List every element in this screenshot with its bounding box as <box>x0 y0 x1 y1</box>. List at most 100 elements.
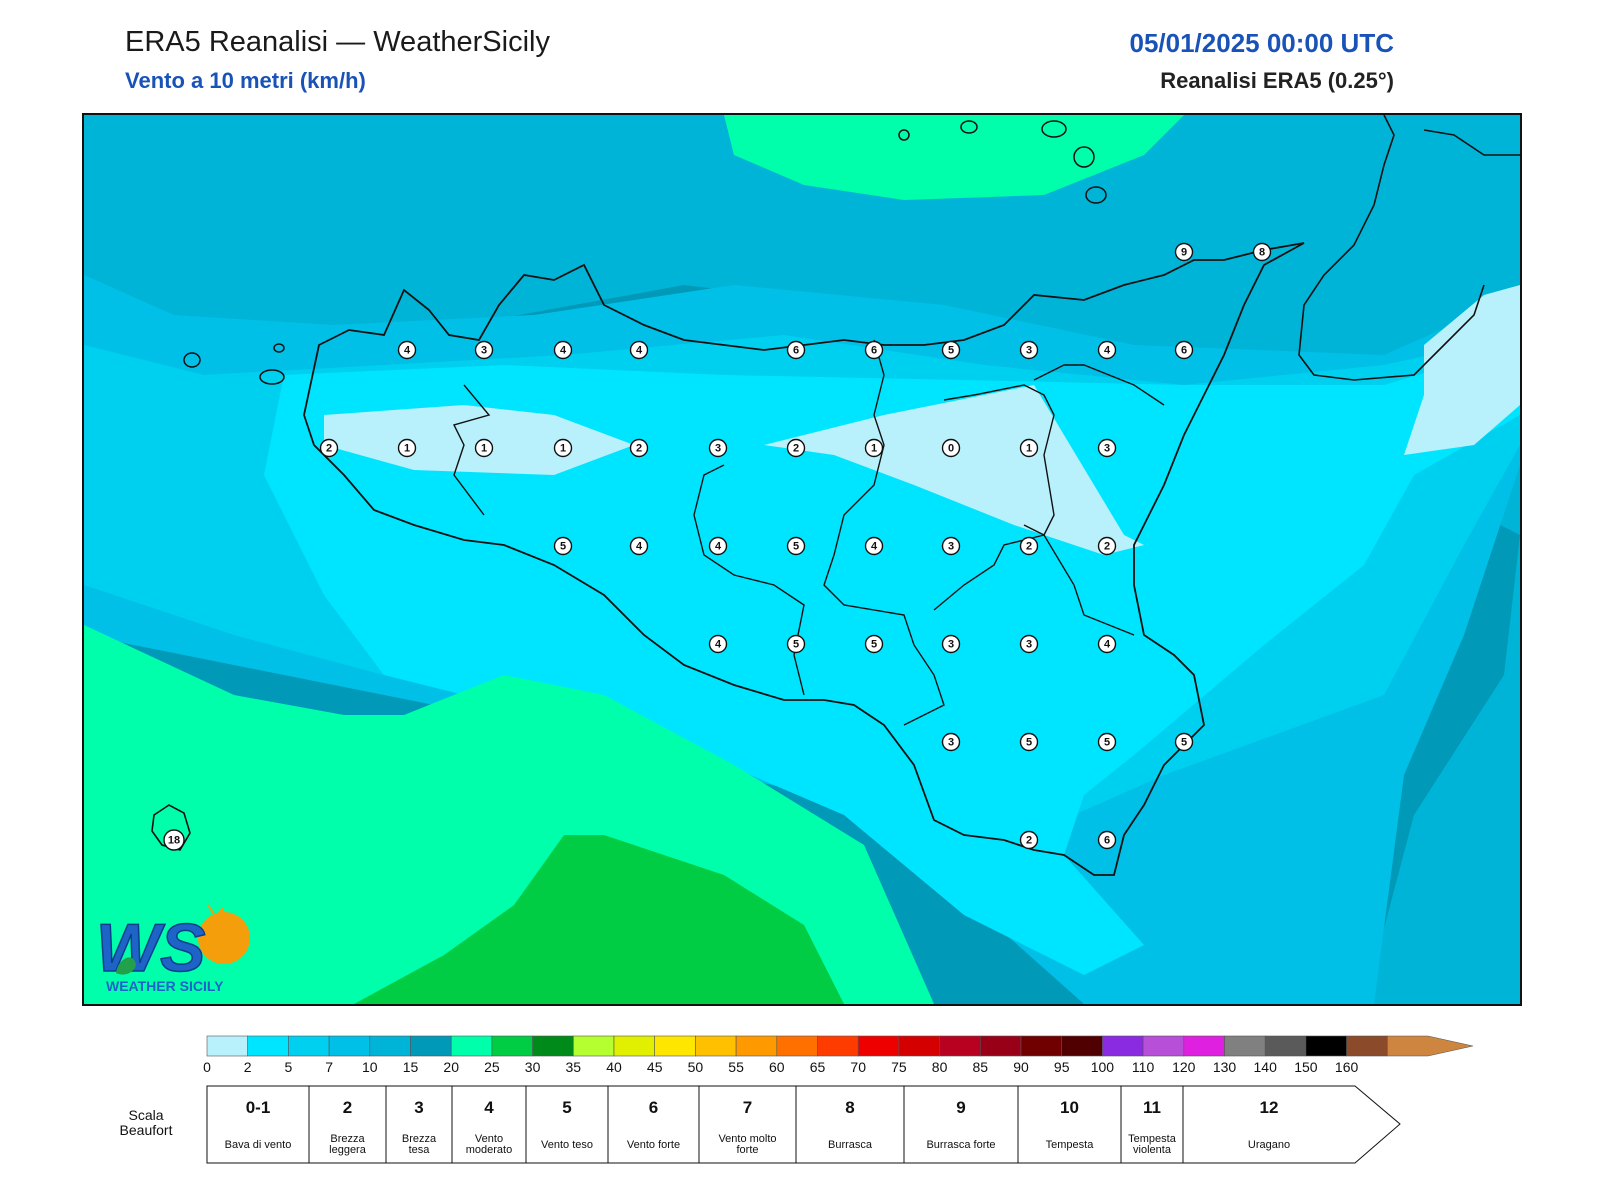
beaufort-number: 12 <box>1260 1098 1279 1117</box>
wind-value-marker: 6 <box>1174 340 1194 360</box>
colorbar-tick-label: 2 <box>244 1059 252 1075</box>
valid-datetime: 05/01/2025 00:00 UTC <box>1129 28 1394 58</box>
wind-value-label: 6 <box>871 345 877 357</box>
beaufort-level: 8 Burrasca <box>795 1085 905 1164</box>
wind-value-marker: 4 <box>708 536 728 556</box>
marker-circle <box>629 340 649 360</box>
wind-value-marker: 2 <box>629 438 649 458</box>
beaufort-level: 5 Vento teso <box>525 1085 609 1164</box>
colorbar-cell <box>206 1035 249 1057</box>
beaufort-box <box>451 1085 527 1164</box>
colorbar-cell <box>491 1035 533 1057</box>
wind-value-marker: 2 <box>1097 536 1117 556</box>
beaufort-number: 11 <box>1143 1098 1161 1117</box>
colorbar-cell <box>817 1035 859 1057</box>
colorbar-cell <box>1224 1035 1266 1057</box>
beaufort-level: 9 Burrasca forte <box>903 1085 1019 1164</box>
marker-circle <box>1174 732 1194 752</box>
colorbar-cell <box>857 1035 900 1057</box>
colorbar-tick-label: 45 <box>647 1059 663 1075</box>
marker-circle <box>1174 340 1194 360</box>
beaufort-level: 12 Uragano <box>1182 1085 1401 1164</box>
leaf-icon <box>116 957 136 975</box>
marker-circle <box>1019 830 1039 850</box>
wind-value-label: 2 <box>326 443 332 455</box>
beaufort-name: Vento teso <box>541 1139 593 1151</box>
marker-circle <box>474 438 494 458</box>
beaufort-name: Vento moderato <box>466 1133 512 1156</box>
wind-value-label: 3 <box>1104 443 1110 455</box>
wind-field-svg: 4 3 4 4 6 6 5 3 4 6 2 1 1 1 2 3 2 1 0 1 3 5 4 4 5 4 3 2 2 4 5 5 3 3 4 3 5 5 5 2… <box>84 115 1520 1004</box>
wind-value-marker: 4 <box>1097 340 1117 360</box>
colorbar-tick-label: 0 <box>203 1059 211 1075</box>
marker-circle <box>553 536 573 556</box>
wind-value-marker: 5 <box>941 340 961 360</box>
wind-value-label: 5 <box>1026 737 1032 749</box>
marker-circle <box>786 634 806 654</box>
beaufort-name: Tempesta <box>1046 1139 1095 1151</box>
marker-circle <box>1097 830 1117 850</box>
colorbar-tick-label: 110 <box>1132 1059 1155 1075</box>
beaufort-name: Tempesta violenta <box>1128 1133 1177 1156</box>
wind-value-label: 4 <box>404 345 411 357</box>
wind-value-label: 1 <box>560 443 566 455</box>
marker-circle <box>941 340 961 360</box>
colorbar-tick-label: 10 <box>362 1059 378 1075</box>
marker-circle <box>1097 634 1117 654</box>
wind-value-label: 2 <box>1026 835 1032 847</box>
wind-value-label: 0 <box>948 443 954 455</box>
marker-circle <box>1019 536 1039 556</box>
province-border <box>823 339 945 726</box>
beaufort-number: 10 <box>1060 1098 1079 1117</box>
logo-text: WEATHER SICILY <box>106 978 224 994</box>
wind-value-label: 2 <box>793 443 799 455</box>
beaufort-number: 9 <box>956 1098 965 1117</box>
colorbar-cell <box>1305 1035 1347 1057</box>
colorbar-cell <box>532 1035 574 1057</box>
marker-circle <box>397 438 417 458</box>
beaufort-name: Brezza tesa <box>402 1133 437 1156</box>
colorbar-tick-label: 60 <box>769 1059 785 1075</box>
wind-value-marker: 5 <box>553 536 573 556</box>
wind-value-marker: 2 <box>1019 536 1039 556</box>
sun-icon <box>198 912 250 964</box>
beaufort-box-arrow <box>1182 1085 1401 1164</box>
beaufort-name: Burrasca forte <box>926 1139 995 1151</box>
marker-circle <box>786 536 806 556</box>
wind-band-0-2-west <box>324 405 634 475</box>
wind-value-marker: 5 <box>864 634 884 654</box>
beaufort-number: 7 <box>743 1098 752 1117</box>
marker-circle <box>163 829 185 851</box>
wind-value-label: 3 <box>1026 345 1032 357</box>
wind-value-marker: 4 <box>397 340 417 360</box>
colorbar-cell <box>776 1035 818 1057</box>
beaufort-number: 6 <box>649 1098 658 1117</box>
beaufort-number: 3 <box>414 1098 423 1117</box>
island-pantelleria <box>151 804 191 851</box>
wind-value-label: 8 <box>1259 247 1265 259</box>
colorbar-tick-label: 40 <box>606 1059 622 1075</box>
wind-value-label: 4 <box>1104 639 1111 651</box>
wind-value-label: 1 <box>1026 443 1032 455</box>
marker-circle <box>1097 438 1117 458</box>
colorbar-tick-label: 7 <box>325 1059 333 1075</box>
wind-value-marker: 0 <box>941 438 961 458</box>
colorbar-cell <box>1061 1035 1103 1057</box>
wind-value-marker: 5 <box>1174 732 1194 752</box>
beaufort-number: 5 <box>562 1098 571 1117</box>
beaufort-box <box>206 1085 310 1164</box>
wind-value-label: 5 <box>793 639 799 651</box>
wind-band-7-10 <box>84 115 1520 1004</box>
province-border <box>943 384 1055 536</box>
marker-circle <box>708 438 728 458</box>
beaufort-level: 2 Brezza leggera <box>308 1085 387 1164</box>
beaufort-name: Vento forte <box>627 1139 680 1151</box>
beaufort-level: 10 Tempesta <box>1017 1085 1122 1164</box>
colorbar-tick-label: 25 <box>484 1059 500 1075</box>
wind-band-2-5 <box>264 345 1520 975</box>
marker-circle <box>553 340 573 360</box>
island-marettimo <box>183 352 201 368</box>
wind-value-marker: 9 <box>1174 242 1194 262</box>
beaufort-box <box>1120 1085 1184 1164</box>
wind-value-label: 6 <box>1181 345 1187 357</box>
